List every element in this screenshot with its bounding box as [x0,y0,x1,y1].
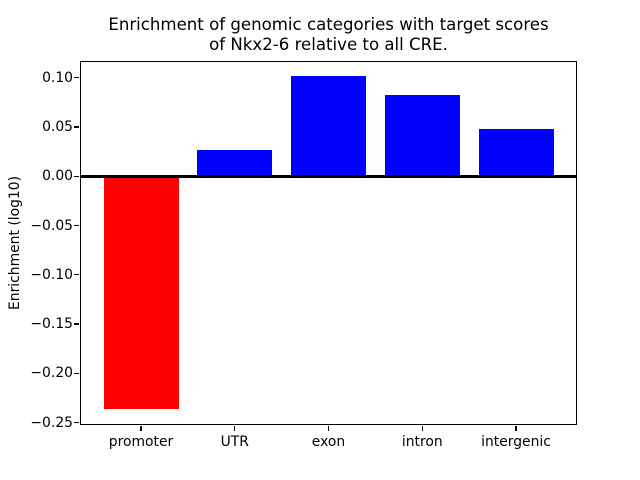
x-tick-mark [421,426,423,431]
x-tick-label: UTR [220,434,249,450]
y-tick-label: −0.20 [30,365,73,382]
y-axis-label: Enrichment (log10) [7,175,23,311]
x-tick-label: exon [311,434,346,450]
x-tick-mark [327,426,330,431]
x-tick-label: promoter [108,434,174,450]
bar-exon [291,75,366,177]
x-tick-label: intergenic [481,434,551,450]
y-tick-mark [74,421,79,424]
x-tick-mark [515,426,517,431]
plot-area: 0.10 0.05 0.00 −0.05 −0.10 −0.15 −0.20 −0.25 pro… [30,61,577,450]
bar-promoter [103,176,179,409]
y-tick-label: 0.05 [42,119,73,135]
x-tick-mark [234,426,236,431]
y-tick-mark [74,175,79,177]
y-tick-label: −0.10 [30,266,73,283]
y-tick-mark [74,274,79,276]
bar-UTR [197,149,273,177]
y-tick-mark [74,323,79,325]
y-tick-mark [74,372,79,374]
x-tick-mark [140,426,142,431]
y-tick-label: −0.05 [30,217,73,234]
y-tick-label: 0.00 [42,168,73,185]
y-tick-label: −0.15 [30,316,73,333]
chart-title-line1: Enrichment of genomic categories with ta… [108,15,549,34]
y-tick-label: 0.10 [42,69,73,86]
bar-intron [384,94,460,177]
y-tick-mark [74,77,79,79]
bar-intergenic [478,128,554,177]
chart-title: Enrichment of genomic categories with ta… [80,15,577,55]
y-tick-label: −0.25 [30,414,73,431]
y-tick-mark [74,126,79,128]
x-tick-label: intron [401,434,443,450]
y-tick-mark [74,224,79,227]
chart-title-line2: of Nkx2-6 relative to all CRE. [209,34,448,54]
zero-line [81,174,576,178]
